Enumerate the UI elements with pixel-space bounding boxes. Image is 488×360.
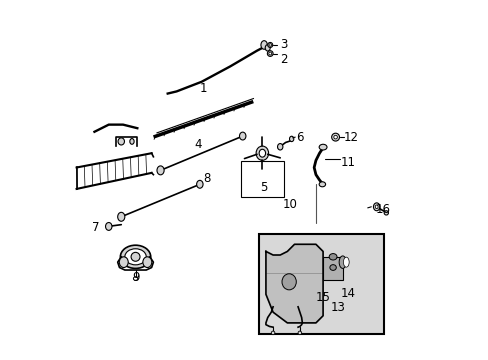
Ellipse shape (261, 41, 267, 49)
Text: 10: 10 (283, 198, 297, 211)
Ellipse shape (157, 166, 164, 175)
Ellipse shape (124, 249, 146, 265)
Ellipse shape (319, 144, 326, 150)
Ellipse shape (374, 205, 377, 208)
Text: 6: 6 (296, 131, 303, 144)
Text: 1: 1 (199, 82, 207, 95)
Bar (323, 257, 342, 280)
Ellipse shape (277, 144, 283, 150)
Text: 11: 11 (340, 156, 355, 169)
Text: 5: 5 (260, 181, 267, 194)
FancyBboxPatch shape (258, 234, 383, 334)
Bar (241, 161, 283, 197)
Ellipse shape (118, 212, 124, 221)
Ellipse shape (130, 139, 134, 144)
Ellipse shape (373, 203, 379, 211)
Text: 2: 2 (280, 53, 287, 66)
Polygon shape (265, 244, 323, 323)
Ellipse shape (331, 133, 339, 141)
Ellipse shape (298, 331, 301, 335)
Ellipse shape (333, 135, 337, 139)
Ellipse shape (259, 149, 265, 157)
Ellipse shape (264, 45, 270, 51)
Ellipse shape (384, 211, 387, 215)
Ellipse shape (142, 257, 151, 267)
Ellipse shape (131, 252, 140, 261)
Text: 12: 12 (343, 131, 358, 144)
Ellipse shape (282, 274, 296, 290)
Ellipse shape (256, 146, 268, 160)
Text: 4: 4 (194, 138, 202, 151)
Text: 13: 13 (330, 301, 345, 314)
Text: 9: 9 (132, 271, 139, 284)
Ellipse shape (267, 51, 272, 57)
Ellipse shape (268, 44, 271, 46)
Text: 7: 7 (92, 221, 100, 234)
Ellipse shape (329, 265, 336, 270)
Text: 3: 3 (280, 39, 287, 51)
Ellipse shape (339, 256, 346, 269)
Ellipse shape (267, 42, 272, 48)
Text: 15: 15 (315, 291, 329, 304)
Ellipse shape (105, 222, 112, 230)
Ellipse shape (196, 180, 203, 188)
Ellipse shape (133, 277, 138, 280)
Ellipse shape (118, 138, 124, 145)
Text: 8: 8 (203, 172, 210, 185)
Text: 16: 16 (375, 203, 390, 216)
Ellipse shape (239, 132, 245, 140)
Ellipse shape (271, 331, 274, 335)
Ellipse shape (319, 182, 325, 187)
Text: 14: 14 (340, 287, 354, 300)
Ellipse shape (268, 52, 271, 55)
Ellipse shape (119, 257, 128, 267)
Ellipse shape (120, 245, 150, 269)
Ellipse shape (328, 253, 336, 260)
Ellipse shape (289, 136, 293, 141)
Ellipse shape (343, 257, 348, 267)
